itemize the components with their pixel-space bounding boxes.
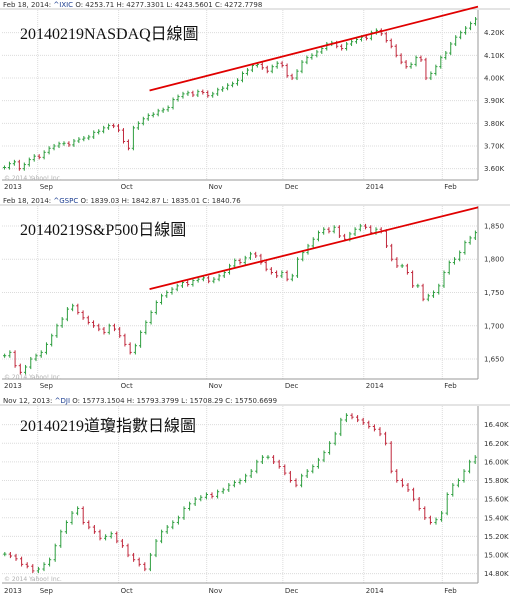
y-tick-label: 3.90K [484, 97, 505, 105]
x-tick-label: 2013 [4, 183, 22, 191]
y-tick-label: 4.10K [484, 52, 505, 60]
y-tick-label: 16.40K [484, 421, 509, 429]
y-tick-label: 14.80K [484, 570, 509, 578]
chart-panel-dji: Nov 12, 2013: ^DJI O: 15773.1504 H: 1579… [0, 396, 510, 600]
chart-dji: 16.40K 16.20K 16.00K 15.80K 15.60K 15.40K 15.2… [0, 404, 510, 595]
x-tick-label: Oct [121, 183, 133, 191]
x-tick-label: Feb [444, 382, 457, 390]
y-tick-label: 1,700 [484, 322, 504, 330]
x-tick-label: 2014 [366, 183, 384, 191]
x-tick-label: 2014 [366, 587, 384, 595]
copyright-dji: © 2014 Yahoo! Inc. [4, 576, 62, 583]
x-tick-label: Sep [40, 382, 54, 390]
y-tick-label: 1,750 [484, 289, 504, 297]
y-tick-label: 16.20K [484, 440, 509, 448]
x-tick-label: Dec [285, 587, 299, 595]
x-tick-label: Nov [209, 183, 223, 191]
y-tick-label: 4.20K [484, 29, 505, 37]
y-tick-label: 16.00K [484, 458, 509, 466]
x-tick-label: Oct [121, 587, 133, 595]
x-tick-label: Nov [209, 587, 223, 595]
chart-nasdaq: 4.20K 4.10K 4.00K 3.90K 3.80K 3.70K 3.60K 2013 S… [0, 5, 510, 191]
x-tick-label: 2013 [4, 587, 22, 595]
y-tick-label: 15.20K [484, 533, 509, 541]
x-tick-label: Oct [121, 382, 133, 390]
header-dji: Nov 12, 2013: ^DJI O: 15773.1504 H: 1579… [3, 397, 278, 405]
header-sp500: Feb 18, 2014: ^GSPC O: 1839.03 H: 1842.8… [3, 197, 241, 205]
x-tick-label: Feb [444, 183, 457, 191]
copyright-sp500: © 2014 Yahoo! Inc. [4, 374, 62, 381]
chart-panel-nasdaq: Feb 18, 2014: ^IXIC O: 4253.71 H: 4277.3… [0, 0, 510, 196]
y-tick-label: 15.80K [484, 477, 509, 485]
y-tick-label: 15.60K [484, 496, 509, 504]
y-tick-label: 1,800 [484, 256, 504, 264]
x-tick-label: Sep [40, 587, 54, 595]
y-tick-label: 1,850 [484, 222, 504, 230]
x-tick-label: Sep [40, 183, 54, 191]
chart-title-nasdaq: 20140219NASDAQ日線圖 [20, 26, 199, 43]
trend-line [149, 206, 479, 291]
y-tick-label: 4.00K [484, 75, 505, 83]
x-tick-label: Dec [285, 183, 299, 191]
y-tick-label: 3.60K [484, 165, 505, 173]
chart-panel-sp500: Feb 18, 2014: ^GSPC O: 1839.03 H: 1842.8… [0, 196, 510, 396]
header-nasdaq: Feb 18, 2014: ^IXIC O: 4253.71 H: 4277.3… [3, 1, 263, 9]
y-tick-label: 15.40K [484, 514, 509, 522]
chart-title-dji: 20140219道瓊指數日線圖 [20, 418, 197, 435]
y-tick-label: 3.80K [484, 120, 505, 128]
x-tick-label: Feb [444, 587, 457, 595]
chart-title-sp500: 20140219S&P500日線圖 [20, 222, 187, 239]
x-tick-label: Nov [209, 382, 223, 390]
chart-sp500: 1,850 1,800 1,750 1,700 1,650 2013 Sep Oct Nov De… [0, 204, 510, 390]
y-tick-label: 15.00K [484, 552, 509, 560]
trend-line [149, 5, 479, 92]
y-tick-label: 3.70K [484, 143, 505, 151]
copyright-nasdaq: © 2014 Yahoo! Inc. [4, 175, 62, 182]
x-tick-label: Dec [285, 382, 299, 390]
x-tick-label: 2014 [366, 382, 384, 390]
y-tick-label: 1,650 [484, 356, 504, 364]
x-tick-label: 2013 [4, 382, 22, 390]
